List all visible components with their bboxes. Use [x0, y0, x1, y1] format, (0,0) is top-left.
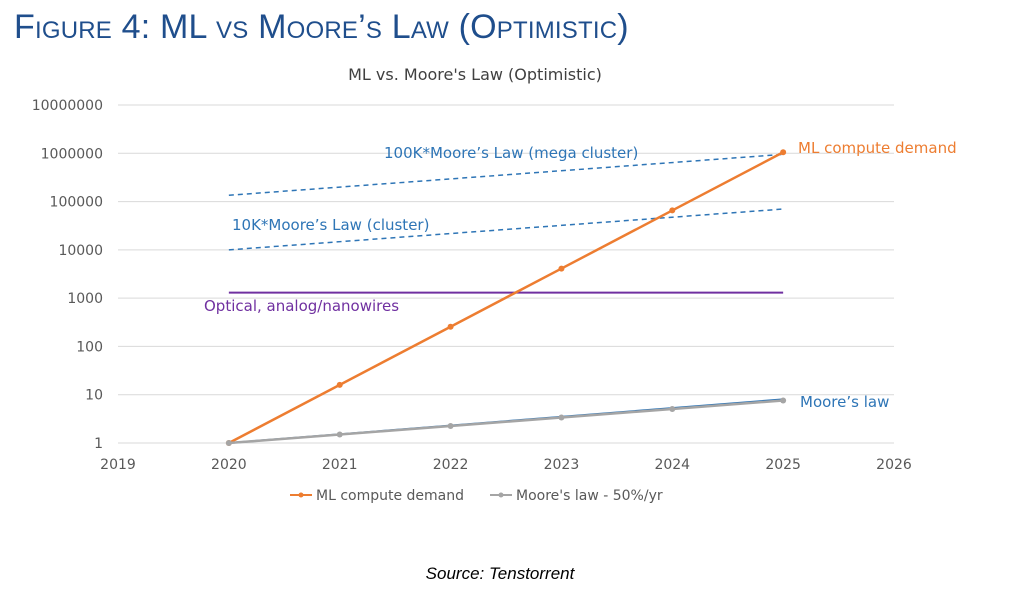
mega-cluster-line [228, 153, 784, 197]
x-tick-label-1: 2020 [211, 457, 247, 473]
moore-law-point-5 [780, 397, 787, 404]
x-tick-label-0: 2019 [100, 457, 136, 473]
y-tick-label-1: 10 [85, 388, 103, 404]
y-tick-label-4: 10000 [58, 243, 103, 259]
x-tick-label-3: 2022 [433, 457, 469, 473]
moore-law-point-2 [447, 422, 454, 429]
mega-cluster-label: 100K*Moore’s Law (mega cluster) [384, 144, 638, 162]
x-tick-label-5: 2024 [654, 457, 690, 473]
ml-demand-point-5 [780, 149, 787, 156]
optical-label: Optical, analog/nanowires [204, 297, 399, 315]
ml-series-label: ML compute demand [798, 139, 957, 157]
y-axis-ticks: 1 10 100 1000 10000 100000 1000000 10000000 [32, 98, 103, 452]
legend-moore-marker [498, 492, 504, 498]
moore-law-point-4 [669, 405, 676, 412]
chart: ML vs. Moore's Law (Optimistic) 1 10 100 10… [32, 65, 957, 504]
y-tick-label-6: 1000000 [41, 146, 103, 162]
ml-demand-point-2 [447, 323, 454, 330]
y-tick-label-2: 100 [76, 339, 103, 355]
figure-title: Figure 4: ML vs Moore’s Law (Optimistic) [14, 8, 629, 46]
y-tick-label-7: 10000000 [32, 98, 103, 114]
legend-moore-label: Moore's law - 50%/yr [516, 488, 663, 504]
x-tick-label-6: 2025 [765, 457, 801, 473]
x-tick-label-7: 2026 [876, 457, 912, 473]
cluster-line [228, 208, 784, 251]
moore-law-point-3 [558, 414, 565, 421]
y-tick-label-3: 1000 [67, 291, 103, 307]
ml-demand-line [228, 151, 784, 445]
legend-ml-label: ML compute demand [316, 488, 464, 504]
moore-law-line [228, 399, 784, 445]
series [225, 149, 787, 446]
ml-demand-point-3 [558, 265, 565, 272]
gridlines [118, 104, 894, 444]
moore-law-point-1 [336, 431, 343, 438]
ml-demand-point-4 [669, 207, 676, 214]
annotations: 100K*Moore’s Law (mega cluster) 10K*Moor… [204, 139, 957, 411]
chart-title: ML vs. Moore's Law (Optimistic) [348, 65, 602, 84]
moore-series-label: Moore’s law [800, 393, 889, 411]
x-tick-label-2: 2021 [322, 457, 358, 473]
x-axis-ticks: 2019 2020 2021 2022 2023 2024 2025 2026 [100, 457, 912, 473]
cluster-label: 10K*Moore’s Law (cluster) [232, 216, 429, 234]
legend-ml-marker [298, 492, 304, 498]
legend: ML compute demand Moore's law - 50%/yr [290, 488, 663, 504]
x-tick-label-4: 2023 [544, 457, 580, 473]
y-tick-label-0: 1 [94, 436, 103, 452]
moore-law-point-0 [225, 440, 232, 446]
source-caption: Source: Tenstorrent [425, 564, 575, 583]
y-tick-label-5: 100000 [50, 195, 103, 211]
ml-demand-point-1 [336, 381, 343, 388]
